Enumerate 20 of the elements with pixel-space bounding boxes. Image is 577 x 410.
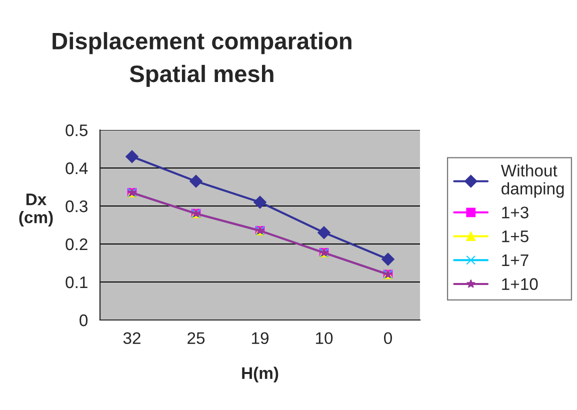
legend-label: 1+3 <box>502 206 528 218</box>
legend-label: 1+7 <box>502 254 528 266</box>
y-tick-label: 0.2 <box>66 238 88 250</box>
y-tick-label: 0 <box>80 314 88 326</box>
chart-title: Displacement comparation <box>52 32 352 54</box>
y-tick-label: 0.4 <box>66 162 88 174</box>
y-tick-label: 0.3 <box>66 200 88 212</box>
x-tick-label: 25 <box>188 332 205 344</box>
y-axis-title: Dx (cm) <box>19 194 53 227</box>
x-axis-title: H(m) <box>242 366 278 382</box>
x-tick-label: 10 <box>316 332 333 344</box>
y-tick-label: 0.1 <box>66 276 88 288</box>
y-tick-label: 0.5 <box>66 124 88 136</box>
x-tick-label: 0 <box>384 332 392 344</box>
legend-label: 1+10 <box>502 278 538 290</box>
x-tick-label: 32 <box>123 332 140 344</box>
chart-subtitle: Spatial mesh <box>130 64 274 87</box>
legend-label: 1+5 <box>502 230 528 242</box>
legend-label: Without damping <box>500 164 564 198</box>
x-tick-label: 19 <box>252 332 268 344</box>
